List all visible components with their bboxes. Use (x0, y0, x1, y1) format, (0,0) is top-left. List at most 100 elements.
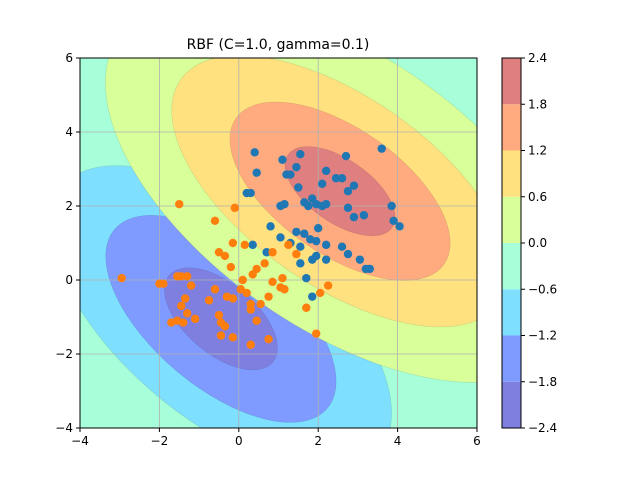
series-0-point-20 (341, 151, 351, 161)
plot-frame (79, 57, 478, 429)
series-1-point-25 (242, 288, 251, 298)
series-1-point-31 (264, 335, 273, 344)
series-0-point-8 (286, 170, 295, 179)
series-0-point-23 (343, 203, 353, 213)
colorbar-tick-label-2: −1.2 (528, 329, 557, 343)
series-1-point-3 (175, 199, 184, 209)
colorbar-band-5 (502, 150, 521, 197)
series-1-point-33 (268, 277, 277, 287)
series-1-point-45 (230, 203, 240, 213)
series-1-point-39 (226, 262, 236, 272)
series-0-point-2 (250, 148, 259, 157)
series-0-point-39 (321, 240, 331, 250)
series-0-point-28 (389, 216, 398, 225)
series-0-point-24 (349, 212, 359, 222)
series-0-point-29 (395, 222, 404, 231)
series-1-point-10 (182, 309, 192, 318)
series-1-point-17 (214, 310, 224, 320)
series-1-point-50 (302, 303, 311, 312)
series-1-point-44 (240, 240, 249, 250)
colorbar-band-6 (502, 104, 521, 151)
series-1-point-9 (177, 301, 186, 311)
series-1-point-32 (264, 292, 273, 301)
series-1-point-0 (117, 273, 126, 283)
series-1-point-27 (246, 305, 255, 314)
series-1-point-5 (177, 272, 186, 281)
series-0-point-5 (292, 162, 301, 172)
colorbar-tick-label-6: 1.2 (528, 144, 547, 158)
y-tick-label-4: 4 (65, 125, 73, 139)
y-tick-label-2: 0 (65, 273, 73, 287)
colorbar-tick-label-4: 0.0 (528, 236, 547, 250)
series-1-point-53 (323, 281, 333, 290)
series-0-point-19 (337, 174, 347, 183)
x-axis: −4 −2 0 2 4 6 (71, 428, 481, 448)
y-tick-label-3: 2 (65, 199, 73, 213)
colorbar-tick-label-0: −2.4 (528, 421, 557, 435)
series-1-point-21 (228, 333, 238, 342)
colorbar-tick-label-3: −0.6 (528, 282, 557, 296)
series-0-point-27 (387, 201, 396, 211)
series-0-point-43 (355, 255, 365, 264)
series-0-point-33 (292, 227, 301, 237)
series-1-point-29 (252, 316, 261, 325)
series-0-point-38 (314, 224, 323, 233)
series-1-point-38 (238, 275, 247, 285)
series-0-point-16 (317, 179, 327, 188)
series-0-point-17 (321, 166, 331, 176)
x-tick-label-0: −4 (71, 434, 89, 448)
series-0-point-34 (300, 229, 309, 238)
series-0-point-35 (296, 242, 305, 251)
series-1-point-52 (315, 288, 325, 298)
series-0-point-26 (377, 144, 386, 153)
series-1-point-8 (181, 294, 190, 303)
colorbar: −2.4 −1.8 −1.2 −0.6 0.0 0.6 1.2 1.8 2.4 (501, 51, 557, 435)
x-tick-label-2: 0 (235, 434, 243, 448)
series-1-point-43 (228, 238, 238, 248)
series-1-point-51 (312, 329, 321, 338)
series-1-point-14 (190, 314, 200, 324)
series-1-point-37 (248, 270, 257, 279)
series-0-point-11 (304, 201, 313, 211)
x-tick-label-5: 6 (473, 434, 481, 448)
series-1-point-28 (256, 299, 265, 309)
series-1-point-54 (278, 273, 287, 283)
series-0-point-50 (248, 240, 257, 250)
series-0-point-30 (266, 222, 275, 231)
colorbar-tick-label-7: 1.8 (528, 97, 547, 111)
colorbar-tick-label-1: −1.8 (528, 375, 557, 389)
scatter-series (117, 144, 404, 349)
y-tick-label-5: 6 (65, 51, 73, 65)
colorbar-tick-label-8: 2.4 (528, 51, 547, 65)
series-0-point-47 (308, 255, 317, 264)
series-0-point-54 (308, 292, 317, 301)
colorbar-band-3 (502, 243, 521, 290)
series-0-point-15 (321, 199, 331, 209)
series-1-point-6 (182, 272, 192, 281)
colorbar-band-4 (502, 196, 521, 243)
series-1-point-42 (210, 216, 220, 225)
series-0-point-51 (262, 248, 271, 257)
colorbar-band-1 (502, 335, 521, 382)
x-tick-label-3: 2 (314, 434, 322, 448)
colorbar-band-7 (502, 58, 521, 105)
series-0-point-45 (365, 264, 375, 274)
x-tick-label-4: 4 (394, 434, 402, 448)
series-0-point-49 (276, 201, 285, 211)
series-0-point-9 (294, 183, 303, 192)
x-tick-label-1: −2 (151, 434, 169, 448)
series-1-point-35 (260, 259, 269, 268)
series-1-point-16 (210, 285, 220, 294)
colorbar-tick-label-5: 0.6 (528, 190, 547, 204)
series-1-point-12 (167, 318, 176, 327)
series-0-point-6 (278, 155, 287, 164)
chart-title: RBF (C=1.0, gamma=0.1) (187, 37, 370, 53)
series-1-point-2 (159, 279, 168, 288)
series-1-point-13 (179, 318, 188, 327)
series-0-point-41 (337, 242, 347, 251)
series-0-point-31 (276, 233, 285, 242)
series-0-point-18 (331, 174, 341, 183)
series-0-point-22 (349, 181, 359, 190)
series-0-point-25 (359, 211, 369, 220)
series-1-point-19 (220, 322, 230, 331)
